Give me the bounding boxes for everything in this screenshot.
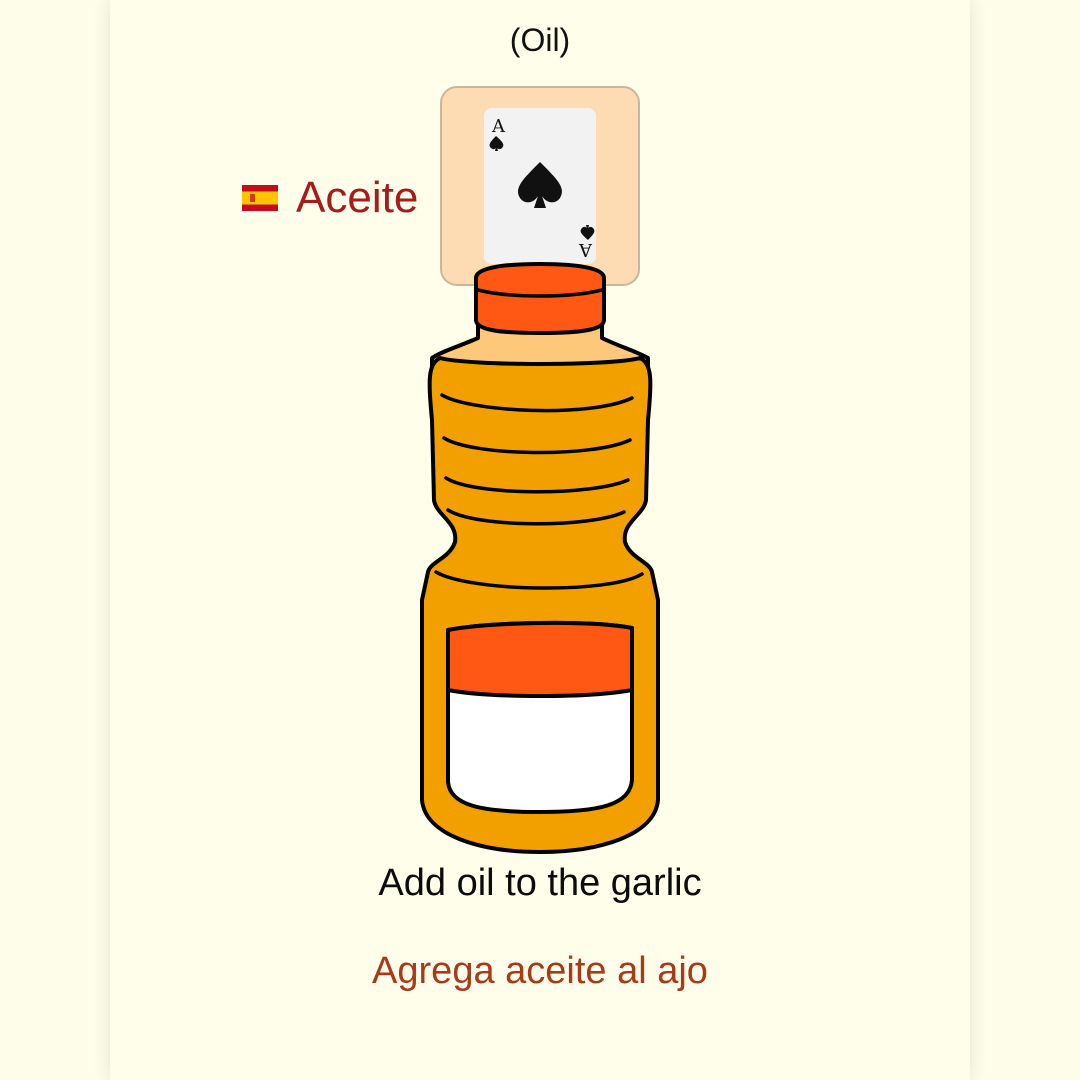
flashcard: (Oil) Aceite A A [110, 0, 970, 1080]
vocabulary-word: Aceite [296, 173, 419, 222]
spade-icon [518, 162, 562, 208]
oil-bottle-illustration: A A [420, 86, 660, 854]
example-sentence-english: Add oil to the garlic [378, 862, 702, 904]
card-rank-top: A [491, 116, 506, 137]
translation-hint: (Oil) [509, 22, 571, 58]
word-row: Aceite [242, 168, 418, 228]
bottle-label-band [446, 620, 634, 698]
bottle-ridges [434, 393, 644, 590]
bottle-cap-rim [476, 288, 604, 298]
example-sentence-spanish: Agrega aceite al ajo [372, 950, 708, 992]
spain-flag-icon [242, 185, 278, 211]
playing-card-badge[interactable]: A A [440, 86, 640, 286]
card-rank-bottom: A [578, 239, 593, 260]
spade-icon-small-bottom [580, 225, 595, 240]
bottle-cap [474, 262, 606, 335]
spade-icon-small-top [489, 136, 504, 151]
